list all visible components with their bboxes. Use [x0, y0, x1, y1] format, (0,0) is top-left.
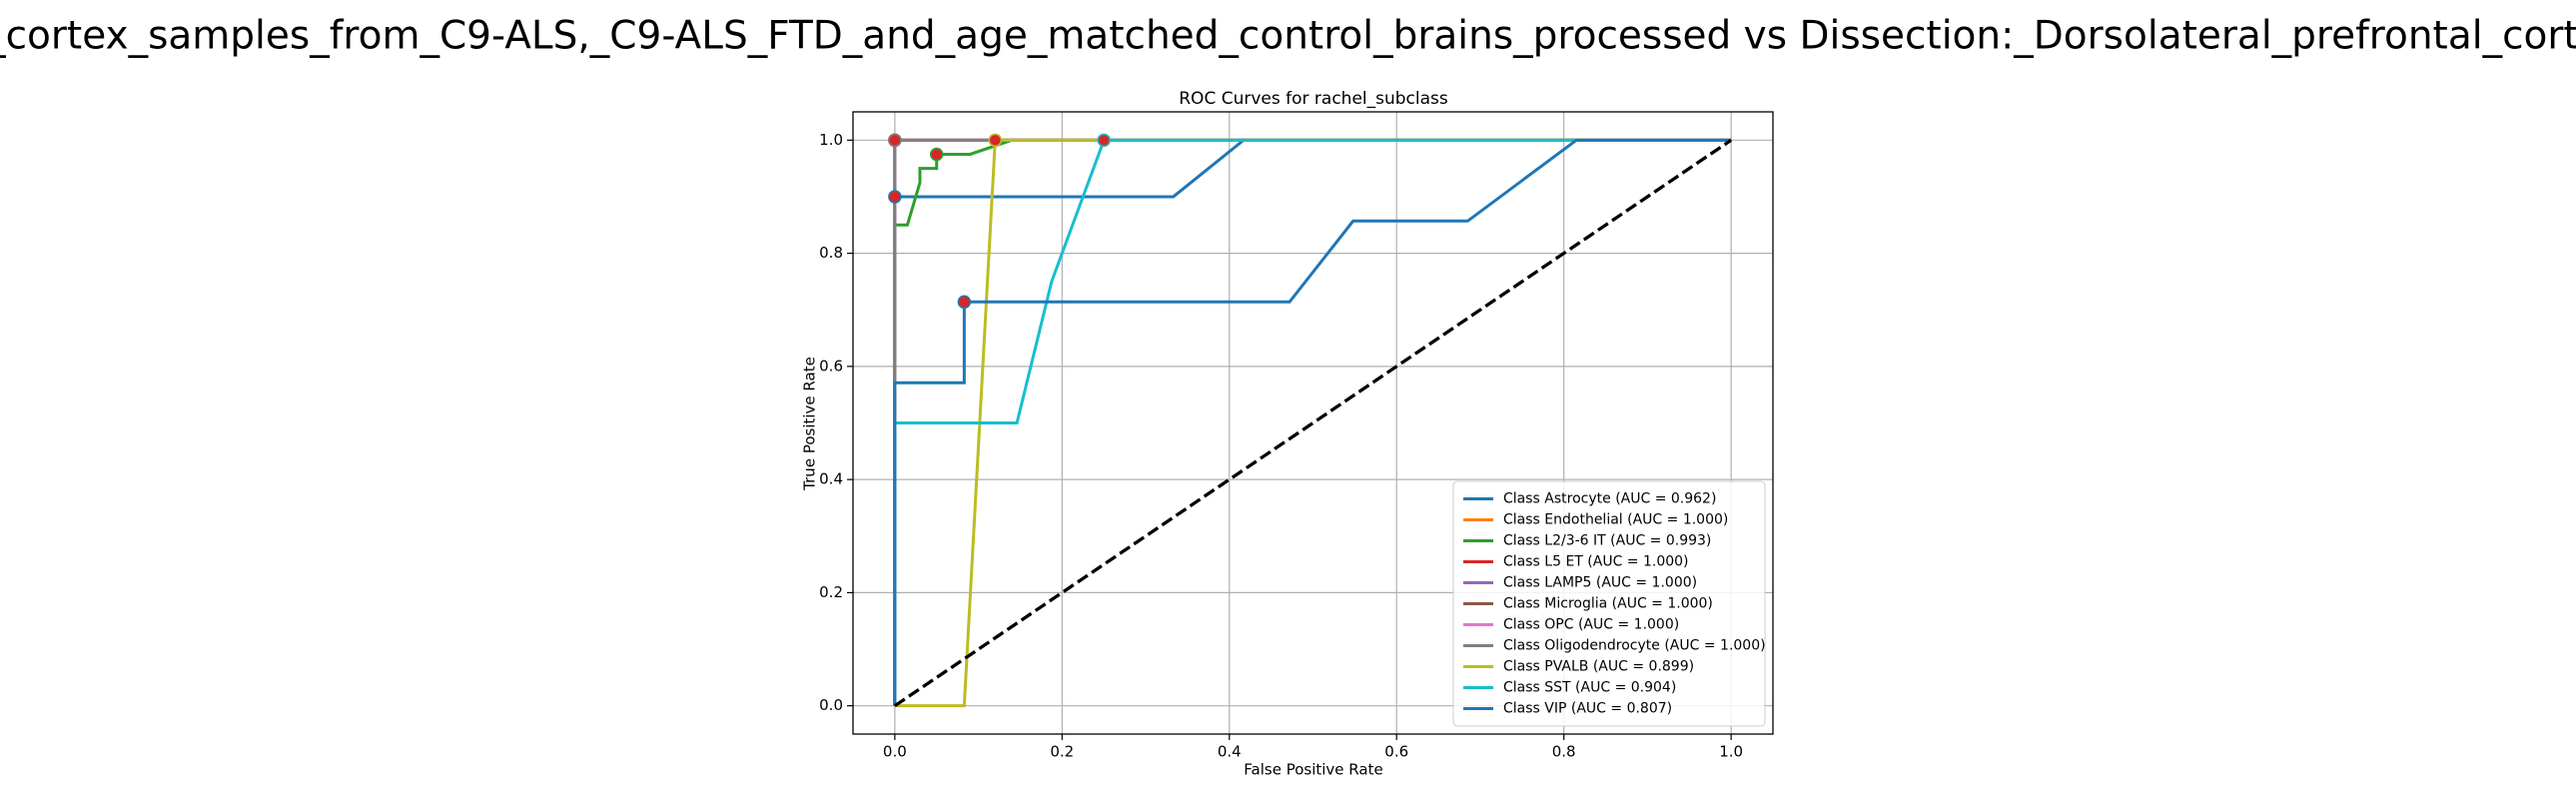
suptitle: Frontal_cortex_samples_from_C9-ALS,_C9-A… — [0, 14, 2576, 59]
y-tick-label: 1.0 — [819, 131, 843, 149]
plot-area: 0.0 0.2 0.4 0.6 0.8 1.0 0.0 0.2 0.4 0.6 0.8 1.0 Clas… — [819, 111, 1774, 761]
roc-curve — [893, 138, 1732, 706]
optimal-point — [988, 133, 1003, 148]
y-tick-label: 0.2 — [819, 583, 843, 601]
legend-label: Class OPC (AUC = 1.000) — [1503, 617, 1679, 633]
y-axis-label: True Positive Rate — [801, 357, 819, 491]
legend-label: Class Oligodendrocyte (AUC = 1.000) — [1503, 638, 1766, 654]
legend-label: Class VIP (AUC = 0.807) — [1503, 701, 1672, 717]
y-tick-label: 0.0 — [819, 696, 843, 714]
reference-line — [893, 138, 1733, 708]
x-tick-label: 0.0 — [883, 743, 907, 761]
optimal-point — [1097, 133, 1111, 148]
axes-frame — [852, 111, 1774, 735]
legend-label: Class L2/3-6 IT (AUC = 0.993) — [1503, 533, 1711, 549]
optimal-point — [888, 190, 902, 204]
legend-label: Class L5 ET (AUC = 1.000) — [1503, 554, 1689, 570]
legend-box — [1452, 480, 1766, 727]
legend-label: Class Endothelial (AUC = 1.000) — [1503, 512, 1728, 528]
y-tick-label: 0.6 — [819, 357, 843, 375]
legend-label: Class Astrocyte (AUC = 0.962) — [1503, 491, 1716, 507]
y-tick-label: 0.8 — [819, 244, 843, 262]
x-tick-label: 0.4 — [1218, 743, 1242, 761]
x-tick-label: 0.2 — [1050, 743, 1074, 761]
x-tick-label: 0.8 — [1552, 743, 1576, 761]
x-tick-label: 1.0 — [1719, 743, 1743, 761]
legend-label: Class PVALB (AUC = 0.899) — [1503, 659, 1694, 675]
y-tick-label: 0.4 — [819, 470, 843, 488]
optimal-point — [929, 147, 944, 162]
x-axis-label: False Positive Rate — [1244, 761, 1382, 779]
optimal-point — [957, 295, 972, 310]
legend-label: Class SST (AUC = 0.904) — [1503, 680, 1676, 696]
x-tick-label: 0.6 — [1384, 743, 1408, 761]
legend-label: Class Microglia (AUC = 1.000) — [1503, 596, 1713, 612]
legend-label: Class LAMP5 (AUC = 1.000) — [1503, 575, 1697, 591]
optimal-point — [888, 133, 902, 148]
chart-title: ROC Curves for rachel_subclass — [1179, 89, 1448, 109]
